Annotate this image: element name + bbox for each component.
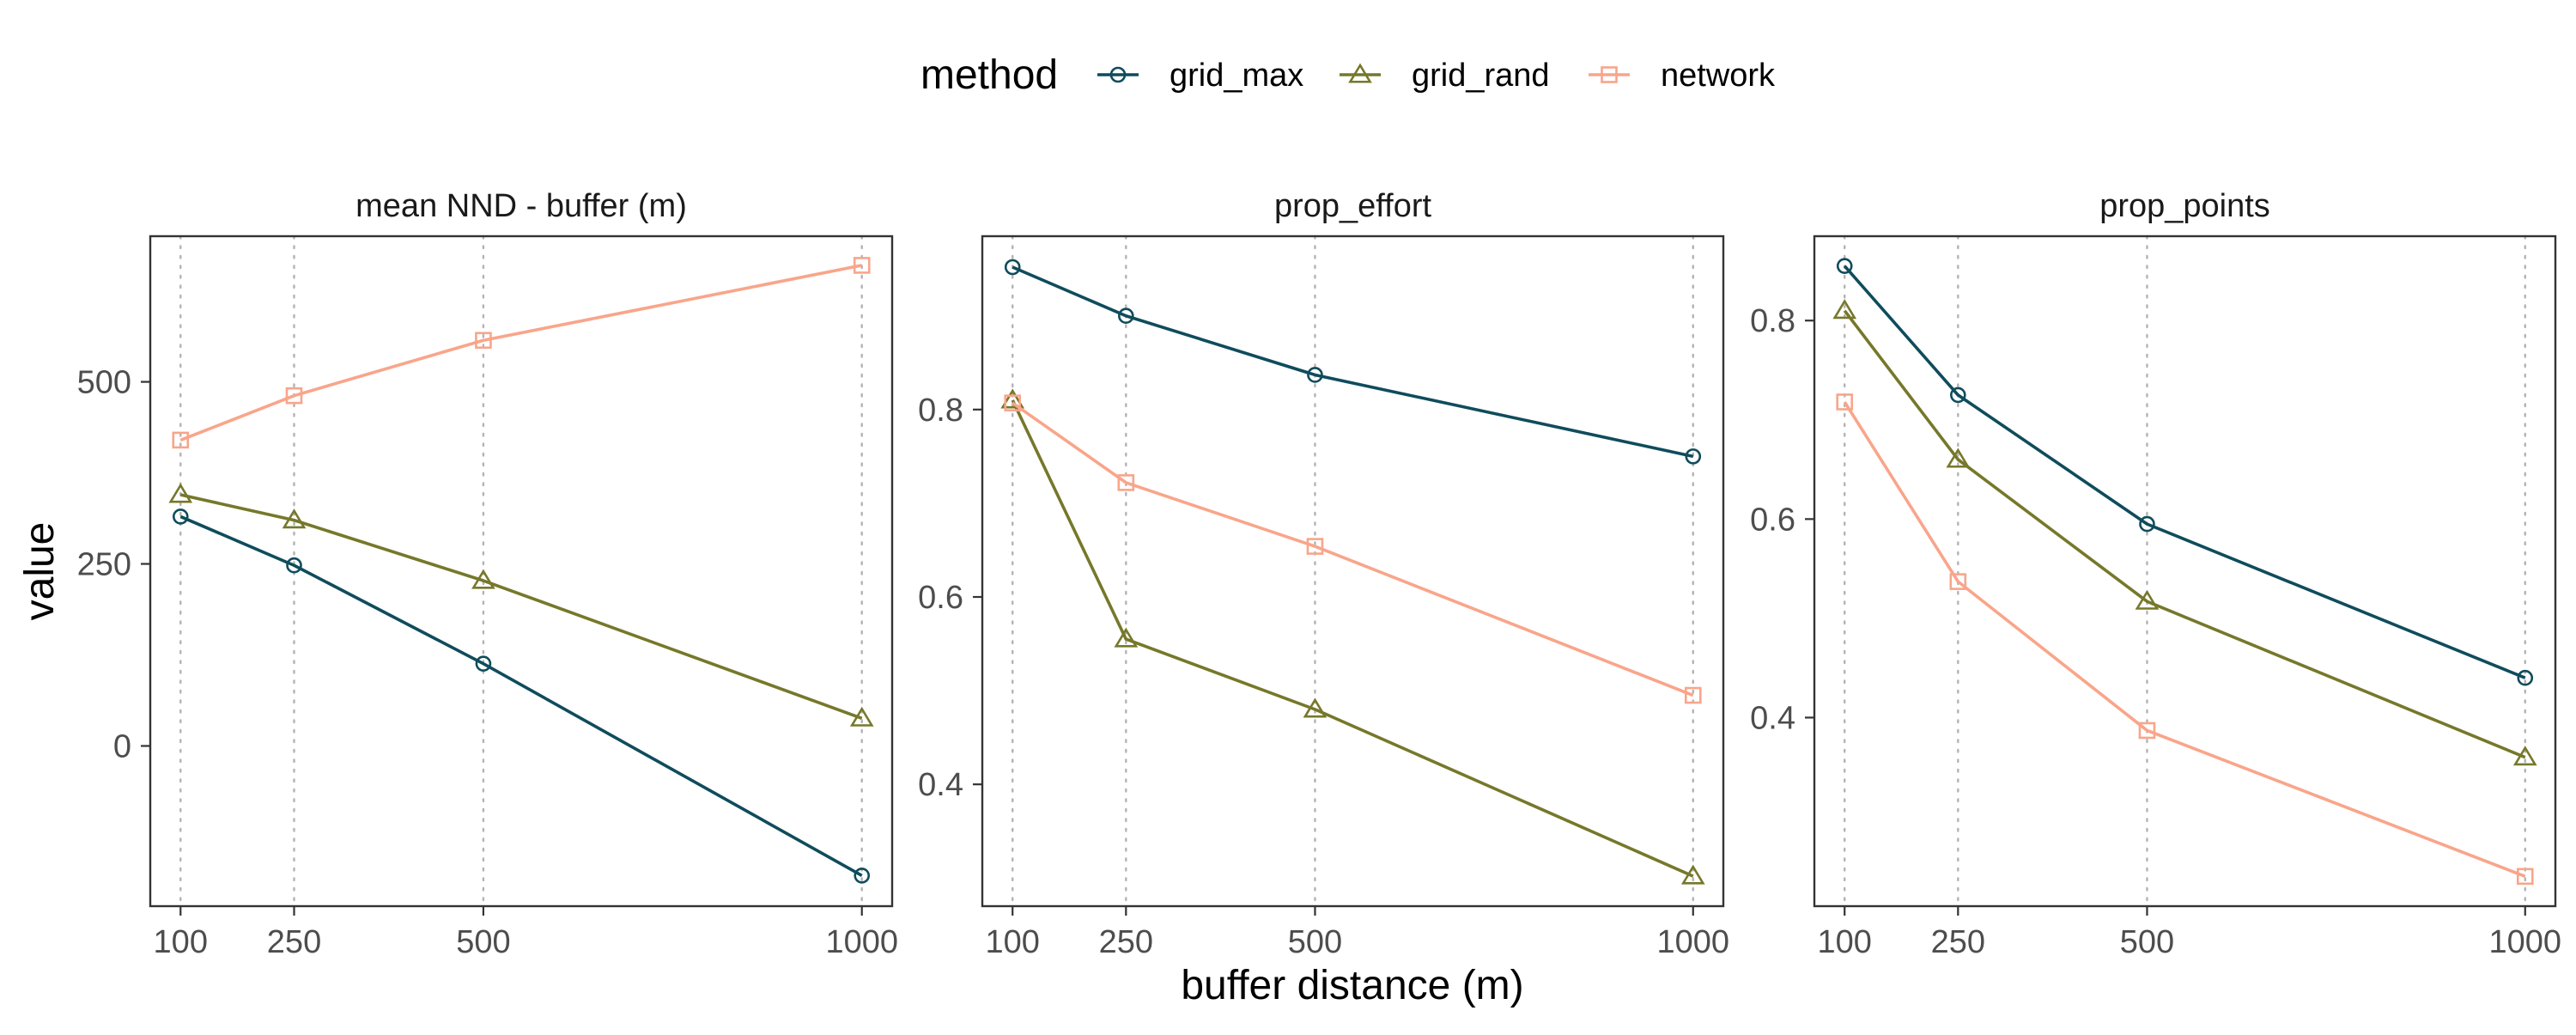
x-tick-label: 500 xyxy=(2120,924,2174,960)
data-point-network xyxy=(1306,538,1324,555)
data-point-network xyxy=(1684,686,1702,704)
panel-border xyxy=(981,234,1725,908)
series-line-network xyxy=(1012,401,1694,697)
data-point-grid_max xyxy=(1685,448,1702,465)
legend-key-circle-marker xyxy=(1109,66,1127,83)
y-tick-label: 0.4 xyxy=(1750,700,1795,736)
data-point-grid_rand xyxy=(1114,627,1139,648)
series-line-network xyxy=(1843,401,2526,879)
x-tick-label: 1000 xyxy=(825,924,898,960)
x-tick-label: 100 xyxy=(154,924,208,960)
series-network xyxy=(1836,393,2534,886)
x-tick-label: 100 xyxy=(986,924,1040,960)
data-point-grid_rand xyxy=(282,508,307,529)
series-grid_max xyxy=(1004,259,1702,465)
data-point-grid_max xyxy=(1836,258,1853,274)
data-point-grid_max xyxy=(2139,515,2155,533)
series-network xyxy=(1004,394,1702,704)
x-tick-label: 1000 xyxy=(2489,924,2562,960)
data-point-grid_max xyxy=(172,508,189,525)
y-tick-label: 0.6 xyxy=(918,580,963,616)
series-grid_rand xyxy=(168,483,874,727)
data-point-grid_rand xyxy=(1303,697,1327,718)
data-point-grid_rand xyxy=(2512,746,2537,766)
series-network xyxy=(172,257,871,449)
x-tick-label: 250 xyxy=(1099,924,1153,960)
data-point-grid_rand xyxy=(1680,864,1705,885)
facet-panel-2: prop_effort 100 250 500 1000 0.4 0.6 0.8 xyxy=(918,188,1729,960)
y-axis-title: value xyxy=(17,522,63,621)
data-point-network xyxy=(475,332,492,350)
panel-border xyxy=(149,234,894,908)
data-point-grid_max xyxy=(1307,367,1323,383)
y-tick-label: 250 xyxy=(77,547,131,583)
data-point-grid_max xyxy=(1118,307,1134,325)
data-point-network xyxy=(285,387,303,405)
data-point-grid_rand xyxy=(1946,447,1971,468)
y-tick-label: 0 xyxy=(113,728,131,764)
data-point-network xyxy=(172,431,190,449)
y-tick-label: 0.6 xyxy=(1750,502,1795,538)
series-line-grid_max xyxy=(1012,265,1694,459)
data-point-network xyxy=(1004,394,1022,411)
facet-title: prop_points xyxy=(2099,188,2270,224)
x-tick-label: 250 xyxy=(267,924,321,960)
data-point-grid_rand xyxy=(849,706,874,727)
data-point-grid_max xyxy=(475,655,492,672)
y-tick-label: 500 xyxy=(77,365,131,401)
series-grid_max xyxy=(1836,258,2534,686)
data-point-grid_rand xyxy=(1000,388,1025,409)
y-tick-label: 0.8 xyxy=(1750,303,1795,339)
panel-border xyxy=(1813,234,2557,908)
x-tick-label: 500 xyxy=(456,924,510,960)
series-grid_rand xyxy=(1000,388,1705,885)
facet-title: mean NND - buffer (m) xyxy=(355,188,687,224)
facet-panel-1: mean NND - buffer (m) 100 250 500 1000 0 250 50… xyxy=(77,188,898,960)
legend-label: grid_max xyxy=(1170,58,1303,94)
legend: method grid_max grid_rand network xyxy=(920,52,1776,98)
data-point-grid_rand xyxy=(2135,589,2160,610)
facet-title: prop_effort xyxy=(1274,188,1432,224)
data-point-grid_max xyxy=(1004,259,1021,276)
data-point-grid_max xyxy=(2517,669,2534,686)
data-point-network xyxy=(1949,573,1967,590)
data-point-grid_rand xyxy=(471,569,495,589)
x-tick-label: 250 xyxy=(1931,924,1985,960)
x-tick-label: 1000 xyxy=(1657,924,1730,960)
series-grid_max xyxy=(172,508,871,884)
x-axis-title: buffer distance (m) xyxy=(1181,963,1523,1008)
data-point-network xyxy=(1117,474,1135,491)
y-tick-label: 0.4 xyxy=(918,767,963,803)
legend-label: grid_rand xyxy=(1412,58,1550,94)
legend-key-triangle-marker xyxy=(1348,63,1372,83)
data-point-grid_max xyxy=(1950,387,1966,404)
legend-item-grid_max: grid_max xyxy=(1097,58,1303,94)
y-tick-label: 0.8 xyxy=(918,393,963,429)
legend-item-grid_rand: grid_rand xyxy=(1340,58,1550,94)
data-point-network xyxy=(2516,868,2534,886)
facet-panel-3: prop_points 100 250 500 1000 0.4 0.6 0.8 xyxy=(1750,188,2561,960)
x-tick-label: 100 xyxy=(1818,924,1872,960)
legend-key-square-marker xyxy=(1601,66,1618,83)
legend-title: method xyxy=(920,52,1058,98)
data-point-grid_rand xyxy=(168,483,193,503)
data-point-network xyxy=(2138,721,2156,740)
series-grid_rand xyxy=(1832,299,2537,766)
data-point-grid_rand xyxy=(1832,299,1857,320)
data-point-grid_max xyxy=(286,557,302,574)
data-point-network xyxy=(853,257,871,274)
series-line-grid_max xyxy=(179,514,863,877)
series-line-grid_rand xyxy=(179,493,863,720)
series-line-grid_rand xyxy=(1011,399,1694,878)
legend-item-network: network xyxy=(1589,58,1776,94)
series-line-grid_max xyxy=(1843,265,2526,679)
series-line-grid_rand xyxy=(1843,309,2526,759)
series-line-network xyxy=(179,264,863,442)
legend-label: network xyxy=(1661,58,1776,94)
x-tick-label: 500 xyxy=(1288,924,1342,960)
data-point-grid_max xyxy=(854,868,871,884)
data-point-network xyxy=(1836,393,1854,411)
